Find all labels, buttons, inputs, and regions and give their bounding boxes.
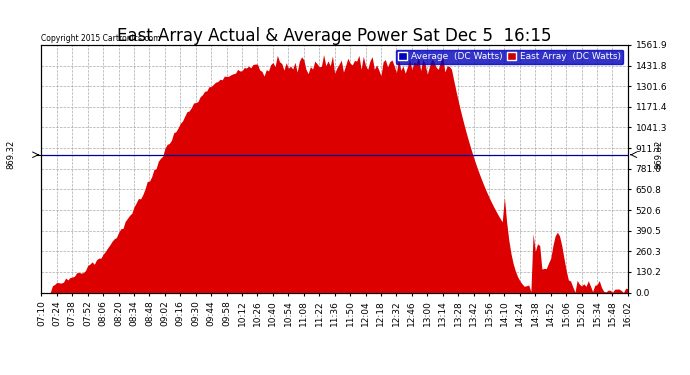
Text: 869.32: 869.32 [6,140,15,170]
Legend: Average  (DC Watts), East Array  (DC Watts): Average (DC Watts), East Array (DC Watts… [395,50,623,64]
Text: 869.32: 869.32 [654,140,663,170]
Text: Copyright 2015 Cartronics.com: Copyright 2015 Cartronics.com [41,33,161,42]
Title: East Array Actual & Average Power Sat Dec 5  16:15: East Array Actual & Average Power Sat De… [117,27,552,45]
